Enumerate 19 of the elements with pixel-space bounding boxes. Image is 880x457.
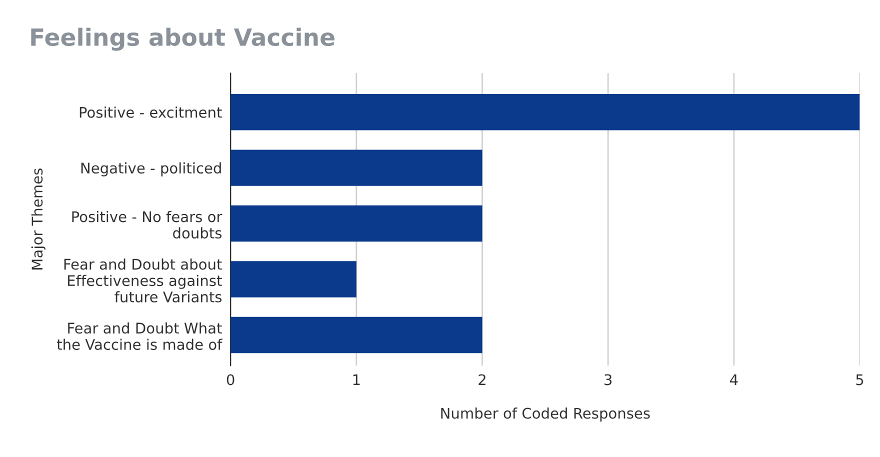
x-tick-label: 0	[226, 374, 234, 386]
bar	[230, 150, 482, 186]
x-tick-label: 5	[856, 374, 864, 386]
x-tick-label: 3	[604, 374, 612, 386]
y-tick-label: Fear and Doubt What the Vaccine is made of	[56, 322, 223, 350]
y-axis-title: Major Themes	[31, 168, 46, 270]
y-tick-label: Negative - politiced	[81, 162, 221, 176]
x-tick-label: 1	[353, 374, 360, 386]
x-tick-label: 4	[730, 374, 738, 386]
y-tick-label: Positive - No fears or doubts	[72, 210, 222, 239]
y-tick-label: Positive - excitment	[80, 106, 222, 118]
x-tick-label: 2	[478, 374, 486, 386]
y-tick-label: Fear and Doubt about Effectiveness against future Variants	[64, 258, 222, 302]
bar	[230, 316, 482, 354]
x-axis-title: Number of Coded Responses	[441, 407, 650, 422]
bar	[230, 205, 482, 242]
bar	[230, 94, 860, 130]
chart-title: Feelings about Vaccine	[31, 28, 334, 51]
bar	[230, 261, 356, 298]
